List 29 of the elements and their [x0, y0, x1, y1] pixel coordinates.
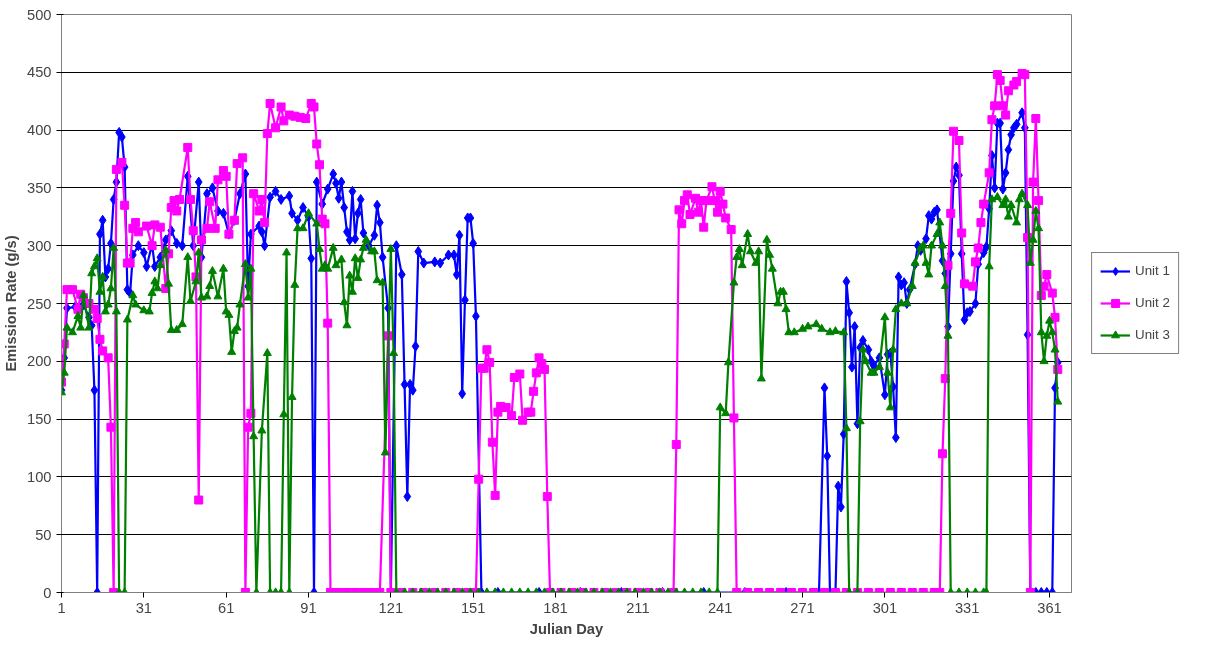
- y-tick-label: 250: [27, 295, 52, 312]
- y-tick-label: 150: [27, 411, 52, 428]
- y-tick-label: 300: [27, 237, 52, 254]
- legend-label: Unit 1: [1135, 263, 1170, 278]
- x-tick-label: 211: [626, 599, 650, 616]
- legend-label: Unit 2: [1135, 295, 1170, 310]
- y-tick-label: 500: [27, 6, 52, 23]
- x-tick-label: 31: [135, 599, 152, 616]
- x-tick-label: 151: [460, 599, 486, 616]
- y-axis-title: Emission Rate (g/s): [3, 235, 20, 372]
- x-tick-label: 1: [57, 599, 66, 616]
- x-tick-label: 241: [707, 599, 733, 616]
- y-tick-label: 100: [27, 468, 52, 485]
- x-tick-label: 271: [790, 599, 815, 616]
- x-tick-label: 301: [872, 599, 898, 616]
- y-tick-label: 400: [27, 122, 52, 139]
- y-tick-label: 450: [27, 64, 52, 81]
- x-tick-label: 361: [1037, 599, 1062, 616]
- x-tick-label: 331: [954, 599, 980, 616]
- x-tick-label: 91: [300, 599, 317, 616]
- x-tick-label: 121: [378, 599, 404, 616]
- y-tick-label: 50: [35, 526, 52, 543]
- x-tick-label: 181: [543, 599, 568, 616]
- y-tick-label: 0: [43, 584, 52, 601]
- y-tick-label: 350: [27, 179, 52, 196]
- legend-label: Unit 3: [1135, 327, 1170, 342]
- x-axis-title: Julian Day: [529, 620, 604, 637]
- x-tick-label: 61: [218, 599, 235, 616]
- y-tick-label: 200: [27, 353, 52, 370]
